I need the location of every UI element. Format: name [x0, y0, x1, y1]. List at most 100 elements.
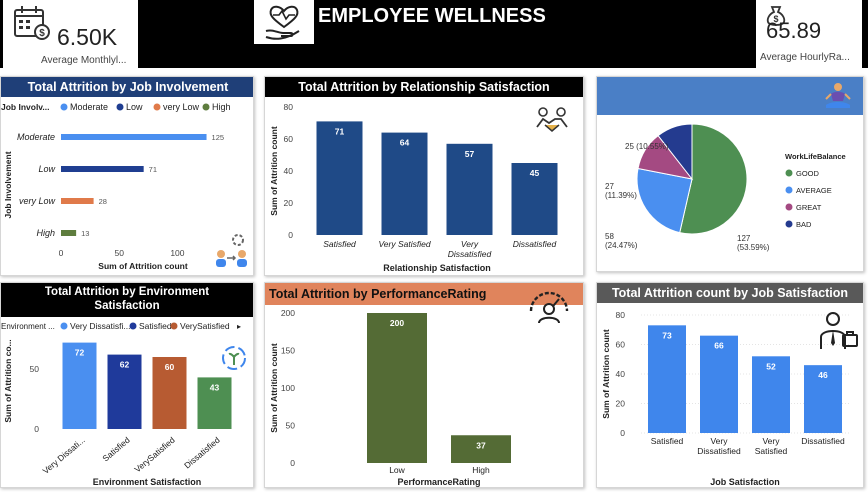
data-label: 60: [165, 362, 175, 372]
y-tick-label: 50: [286, 421, 296, 431]
x-tick-label: 0: [59, 248, 64, 258]
x-axis-title: Job Satisfaction: [710, 477, 780, 487]
chart-card-job-involvement[interactable]: Total Attrition by Job Involvement Job I…: [0, 76, 254, 276]
title-panel: [254, 0, 314, 44]
kpi-hourly-rate-value: 65.89: [766, 18, 822, 43]
legend-title: WorkLifeBalance: [785, 152, 846, 161]
bar: [446, 143, 493, 235]
data-label: 28: [99, 197, 107, 206]
bar: [367, 313, 427, 463]
legend-next-arrow: ▸: [237, 322, 241, 331]
y-tick-label: 0: [290, 458, 295, 468]
chart-title-performance-rating: Total Attrition by PerformanceRating: [265, 283, 583, 305]
calendar-money-icon: $: [14, 6, 50, 40]
legend-marker: [60, 322, 68, 330]
x-tick-label: High: [472, 465, 490, 475]
legend-label: Moderate: [70, 102, 108, 112]
chart-card-worklifebalance[interactable]: Total Attrition count by WorkLifeBalance…: [596, 76, 864, 272]
bar: [152, 357, 187, 429]
dashboard-title: EMPLOYEE WELLNESS: [318, 5, 546, 27]
y-tick-label: 0: [620, 428, 625, 438]
x-tick-label: Satisfied: [651, 436, 684, 446]
x-axis-title: Environment Satisfaction: [93, 477, 202, 487]
y-tick-label: 100: [281, 383, 295, 393]
legend-marker: [785, 169, 793, 177]
y-tick-label: 80: [284, 102, 294, 112]
bar: [511, 163, 558, 235]
relationship-satisfaction-chart: 0 20 40 60 80 71 Satisfied 64 Very Satisfied 57 Ve…: [269, 102, 558, 273]
svg-text:$: $: [773, 14, 778, 24]
y-axis-title: Sum of Attrition co...: [3, 339, 13, 422]
y-tick-label: 200: [281, 308, 295, 318]
chart-card-performance-rating[interactable]: Total Attrition by PerformanceRating 0 50…: [264, 282, 584, 488]
y-tick-label: 20: [616, 399, 626, 409]
x-tick-label: Low: [389, 465, 405, 475]
legend-label: VerySatisfied: [180, 321, 230, 331]
x-tick-label: Very Satisfied: [378, 239, 430, 249]
slice-label: 25 (10.55%): [625, 142, 669, 151]
bar: [648, 325, 686, 433]
chart-card-relationship-satisfaction[interactable]: Total Attrition by Relationship Satisfac…: [264, 76, 584, 276]
chart-title-relationship-satisfaction: Total Attrition by Relationship Satisfac…: [265, 77, 583, 97]
y-axis-title: Job Involvement: [3, 151, 13, 218]
y-tick-label: High: [36, 228, 55, 238]
bar: [107, 354, 142, 429]
businessman-icon: [820, 312, 858, 349]
kpi-card-hourly-rate[interactable]: $ 65.89 Average HourlyRa...: [756, 0, 862, 68]
slice-label: 27: [605, 182, 614, 191]
x-tick-label: Very: [461, 239, 479, 249]
legend-marker: [170, 322, 178, 330]
bar: [197, 377, 232, 429]
x-axis-title: Relationship Satisfaction: [383, 263, 491, 273]
chart-title-job-involvement: Total Attrition by Job Involvement: [1, 77, 253, 97]
y-tick-label: very Low: [19, 196, 56, 206]
pie-slice: [657, 123, 693, 181]
data-label: 52: [766, 361, 776, 371]
y-axis-title: Sum of Attrition count: [269, 343, 279, 433]
performance-rating-chart: 0 50 100 150 200 200 Low 37 High PerformanceRatin…: [269, 308, 511, 487]
bar: [61, 230, 77, 236]
handshake-icon: [536, 107, 568, 132]
data-label: 66: [714, 341, 724, 351]
kpi-monthly-income-label: Average Monthlyl...: [41, 55, 127, 66]
slice-label: 127: [737, 234, 751, 243]
kpi-card-monthly-income[interactable]: $ 6.50K Average Monthlyl...: [3, 0, 138, 68]
performance-gauge-icon: [529, 291, 569, 324]
pie-slice: [636, 167, 693, 234]
legend-label: BAD: [796, 220, 812, 229]
y-tick-label: Low: [38, 164, 55, 174]
bar: [451, 435, 511, 463]
data-label: 45: [530, 168, 540, 178]
data-label: 57: [465, 149, 475, 159]
slice-label: 58: [605, 232, 614, 241]
legend-marker: [60, 103, 68, 111]
svg-text:$: $: [39, 28, 45, 39]
slice-label: (24.47%): [605, 241, 638, 250]
x-tick-label: Dissatisfied: [801, 436, 845, 446]
x-tick-label: Dissatisfied: [513, 239, 557, 249]
bar: [62, 342, 97, 429]
x-tick-label: Very: [762, 436, 780, 446]
y-tick-label: 80: [616, 310, 626, 320]
job-satisfaction-chart: 02040608073Satisfied66VeryDissatisfied52…: [601, 310, 849, 487]
legend-title: Job Involv...: [1, 102, 50, 112]
money-bag-icon: $: [766, 6, 786, 26]
legend-label: GOOD: [796, 169, 820, 178]
chart-card-job-satisfaction[interactable]: Total Attrition count by Job Satisfactio…: [596, 282, 864, 488]
legend-label: High: [212, 102, 231, 112]
data-label: 64: [400, 138, 410, 148]
meditation-icon: [825, 83, 851, 108]
chart-card-environment-satisfaction[interactable]: Total Attrition by Environment Satisfact…: [0, 282, 254, 488]
header-bar: [0, 0, 868, 68]
chart-title-environment-satisfaction: Total Attrition by Environment Satisfact…: [1, 283, 253, 317]
y-tick-label: 60: [284, 134, 294, 144]
people-gear-icon: [216, 234, 247, 267]
y-axis-title: Sum of Attrition count: [269, 126, 279, 216]
legend-marker: [785, 220, 793, 228]
slice-label: (53.59%): [737, 243, 770, 252]
x-tick-label: Dissatisfied: [182, 435, 222, 471]
x-tick-label: Dissatisfied: [448, 249, 492, 259]
environment-satisfaction-chart: Environment ... Very Dissatisfi... Satisfi…: [1, 321, 241, 487]
kpi-hourly-rate-label: Average HourlyRa...: [760, 52, 850, 63]
title-band: [597, 77, 863, 115]
